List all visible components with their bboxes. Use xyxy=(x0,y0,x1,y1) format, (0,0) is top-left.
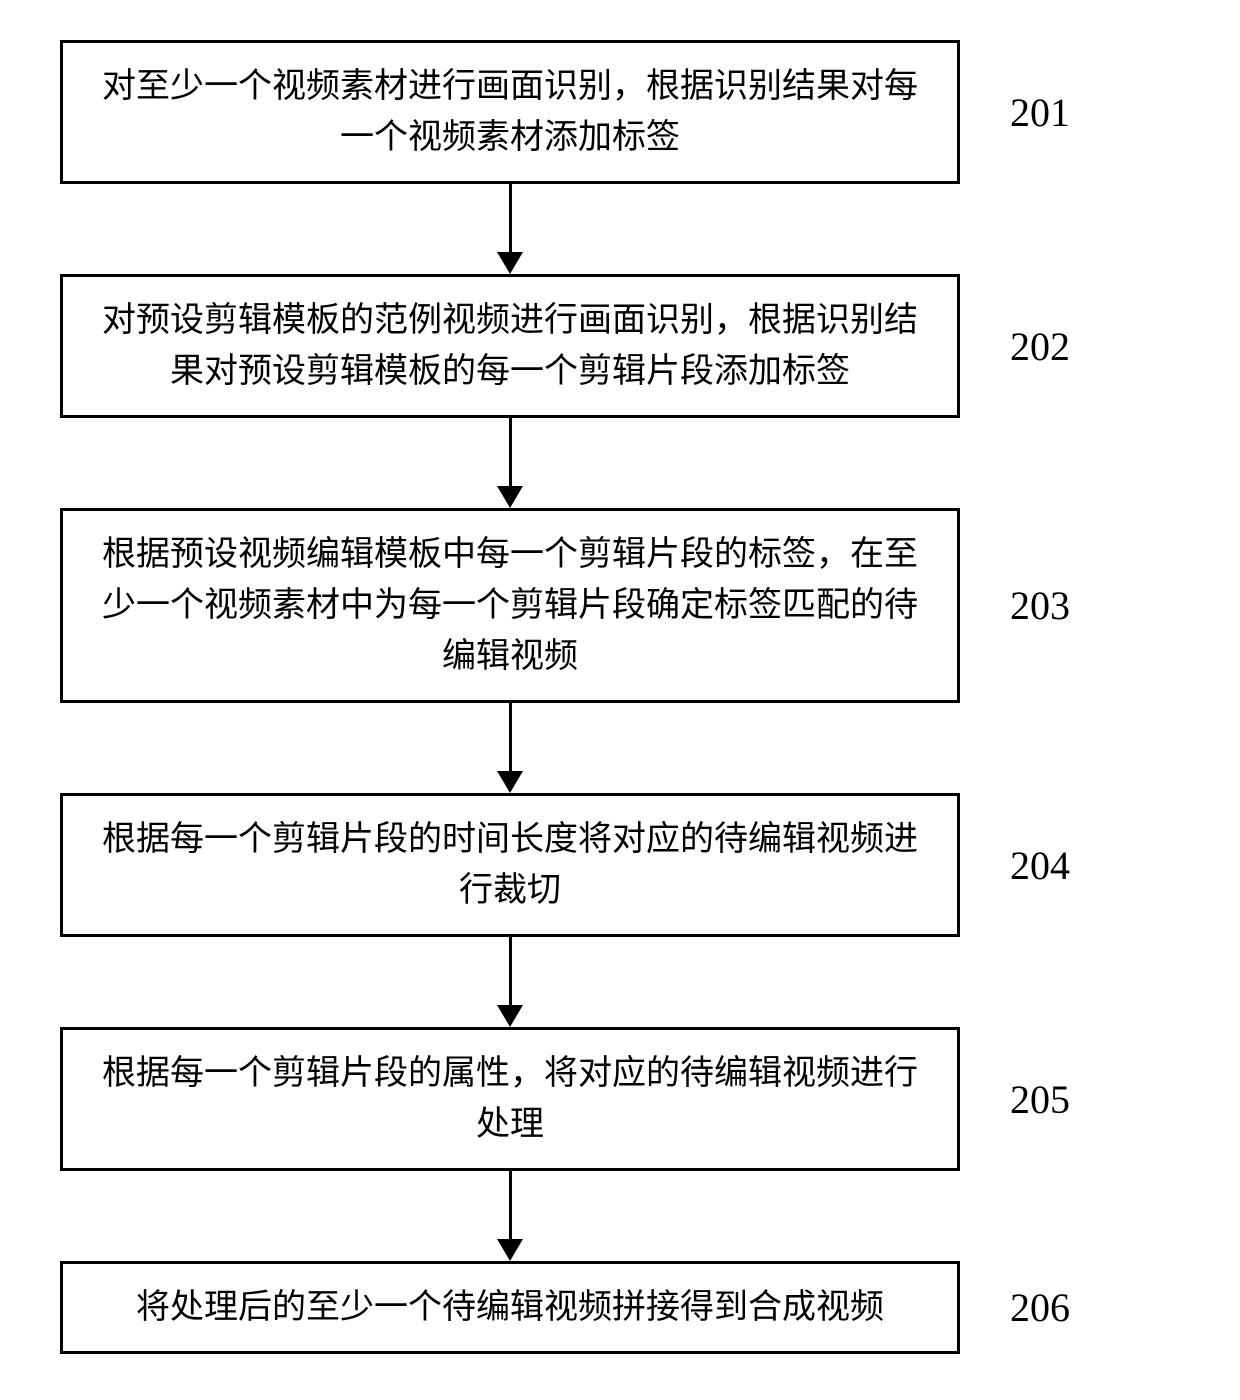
arrow-line xyxy=(509,184,512,253)
flow-row: 将处理后的至少一个待编辑视频拼接得到合成视频 206 xyxy=(60,1261,1180,1354)
arrow-line xyxy=(509,1171,512,1240)
step-label-205: 205 xyxy=(1010,1076,1070,1123)
arrow-down xyxy=(60,184,960,274)
step-label-204: 204 xyxy=(1010,842,1070,889)
arrow-down xyxy=(60,937,960,1027)
arrow-line xyxy=(509,703,512,772)
step-box-206: 将处理后的至少一个待编辑视频拼接得到合成视频 xyxy=(60,1261,960,1354)
arrow-line xyxy=(509,418,512,487)
flow-row: 根据每一个剪辑片段的时间长度将对应的待编辑视频进行裁切 204 xyxy=(60,793,1180,937)
arrow-head-icon xyxy=(497,252,523,274)
step-box-201: 对至少一个视频素材进行画面识别，根据识别结果对每一个视频素材添加标签 xyxy=(60,40,960,184)
step-box-204: 根据每一个剪辑片段的时间长度将对应的待编辑视频进行裁切 xyxy=(60,793,960,937)
flow-row: 根据预设视频编辑模板中每一个剪辑片段的标签，在至少一个视频素材中为每一个剪辑片段… xyxy=(60,508,1180,703)
flow-row: 根据每一个剪辑片段的属性，将对应的待编辑视频进行处理 205 xyxy=(60,1027,1180,1171)
arrow-down xyxy=(60,418,960,508)
arrow-head-icon xyxy=(497,486,523,508)
step-box-202: 对预设剪辑模板的范例视频进行画面识别，根据识别结果对预设剪辑模板的每一个剪辑片段… xyxy=(60,274,960,418)
step-box-205: 根据每一个剪辑片段的属性，将对应的待编辑视频进行处理 xyxy=(60,1027,960,1171)
flow-row: 对预设剪辑模板的范例视频进行画面识别，根据识别结果对预设剪辑模板的每一个剪辑片段… xyxy=(60,274,1180,418)
arrow-head-icon xyxy=(497,1005,523,1027)
step-label-206: 206 xyxy=(1010,1284,1070,1331)
step-label-202: 202 xyxy=(1010,323,1070,370)
arrow-line xyxy=(509,937,512,1006)
arrow-down xyxy=(60,703,960,793)
arrow-head-icon xyxy=(497,1239,523,1261)
step-label-201: 201 xyxy=(1010,89,1070,136)
step-box-203: 根据预设视频编辑模板中每一个剪辑片段的标签，在至少一个视频素材中为每一个剪辑片段… xyxy=(60,508,960,703)
step-label-203: 203 xyxy=(1010,582,1070,629)
flow-row: 对至少一个视频素材进行画面识别，根据识别结果对每一个视频素材添加标签 201 xyxy=(60,40,1180,184)
flowchart: 对至少一个视频素材进行画面识别，根据识别结果对每一个视频素材添加标签 201 对预设… xyxy=(60,40,1180,1354)
arrow-down xyxy=(60,1171,960,1261)
arrow-head-icon xyxy=(497,771,523,793)
